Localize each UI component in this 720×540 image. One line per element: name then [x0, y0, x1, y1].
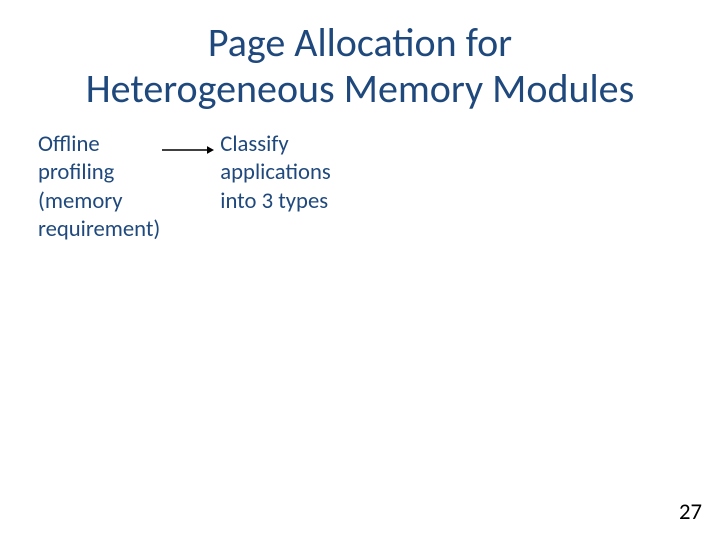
right-block-line: into 3 types	[220, 187, 330, 215]
left-block-line: Offline	[38, 130, 160, 158]
arrow-container	[160, 130, 220, 160]
slide-title: Page Allocation for Heterogeneous Memory…	[0, 20, 720, 112]
right-block: Classify applications into 3 types	[220, 130, 330, 215]
right-block-line: applications	[220, 158, 330, 186]
page-number: 27	[679, 498, 702, 526]
arrow-icon	[160, 140, 220, 160]
title-line-1: Page Allocation for	[0, 20, 720, 66]
right-block-line: Classify	[220, 130, 330, 158]
left-block-line: profiling	[38, 158, 160, 186]
flow-diagram: Offline profiling (memory requirement) C…	[38, 130, 331, 243]
left-block: Offline profiling (memory requirement)	[38, 130, 160, 243]
left-block-line: requirement)	[38, 215, 160, 243]
title-line-2: Heterogeneous Memory Modules	[0, 66, 720, 112]
left-block-line: (memory	[38, 187, 160, 215]
